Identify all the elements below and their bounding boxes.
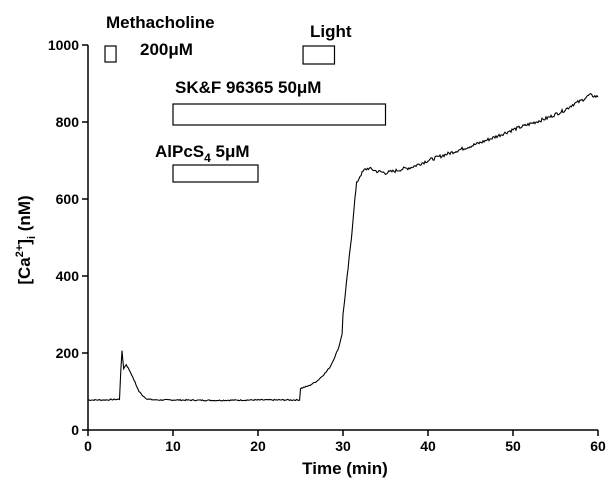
skf-bar — [172, 103, 387, 126]
light-bar — [302, 45, 336, 65]
x-axis-title: Time (min) — [302, 459, 388, 478]
x-tick-label: 50 — [505, 438, 521, 454]
treatment-annotations: Methacholine 200μM Light SK&F 96365 50μM… — [104, 13, 387, 183]
x-tick-label: 20 — [250, 438, 266, 454]
y-tick-label: 800 — [56, 114, 80, 130]
y-tick-label: 0 — [71, 422, 79, 438]
methacholine-bar — [104, 45, 117, 63]
y-tick-label: 400 — [56, 268, 80, 284]
calcium-trace-line — [87, 93, 599, 402]
x-tick-label: 40 — [420, 438, 436, 454]
light-label: Light — [310, 22, 352, 41]
x-tick-label: 60 — [590, 438, 606, 454]
skf-label: SK&F 96365 50μM — [175, 78, 321, 97]
x-tick-label: 10 — [165, 438, 181, 454]
y-ticks: 0 200 400 600 800 1000 — [48, 37, 88, 438]
x-tick-label: 0 — [84, 438, 92, 454]
x-ticks: 0 10 20 30 40 50 60 — [84, 430, 606, 454]
y-tick-label: 200 — [56, 345, 80, 361]
alpcs-label: AlPcS4 5μM — [155, 142, 250, 165]
x-tick-label: 30 — [335, 438, 351, 454]
y-tick-label: 1000 — [48, 37, 79, 53]
alpcs-bar — [172, 164, 259, 183]
methacholine-dose-label: 200μM — [140, 40, 193, 59]
y-axis-title: [Ca2+]i (nM) — [14, 195, 38, 284]
methacholine-label: Methacholine — [106, 13, 215, 32]
y-tick-label: 600 — [56, 191, 80, 207]
